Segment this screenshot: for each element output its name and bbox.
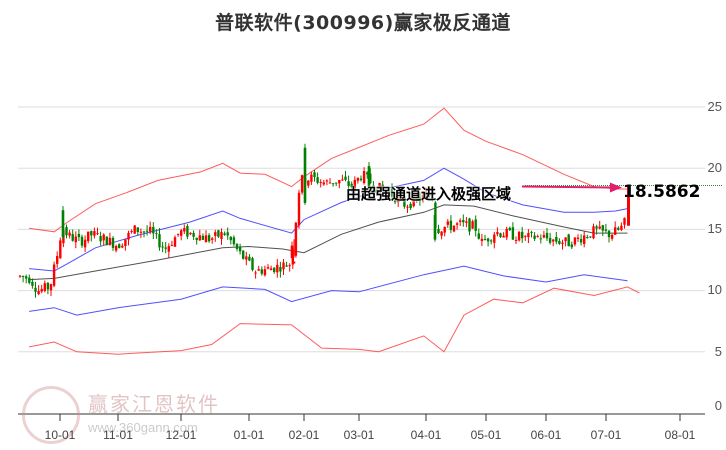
x-tick-01-01: 01-01: [233, 428, 265, 442]
y-tick-5: 5: [714, 344, 722, 359]
channel-bands: [29, 107, 640, 355]
x-tick-08-01: 08-01: [664, 428, 696, 442]
candlesticks: [18, 143, 630, 298]
y-tick-25: 25: [707, 99, 722, 114]
watermark-brand: 赢家江恩软件: [88, 392, 220, 416]
x-tick-07-01: 07-01: [590, 428, 622, 442]
y-tick-10: 10: [707, 282, 722, 297]
channel-annotation: 由超强通道进入极强区域: [346, 185, 512, 203]
x-tick-02-01: 02-01: [288, 428, 320, 442]
y-tick-0: 0: [714, 398, 722, 413]
watermark-url: www.360gann.com: [88, 420, 198, 435]
annotation-arrow: [521, 182, 622, 193]
grid-lines: [18, 106, 722, 353]
x-tick-10-01: 10-01: [44, 428, 76, 442]
x-tick-04-01: 04-01: [410, 428, 442, 442]
x-tick-05-01: 05-01: [470, 428, 502, 442]
x-tick-11-01: 11-01: [103, 428, 133, 442]
last-price-label: 18.5862: [623, 182, 701, 202]
x-tick-06-01: 06-01: [530, 428, 562, 442]
y-tick-15: 15: [707, 221, 722, 236]
watermark-logo: [22, 386, 80, 444]
x-tick-12-01: 12-01: [165, 428, 197, 442]
y-tick-20: 20: [707, 160, 722, 175]
x-tick-03-01: 03-01: [343, 428, 375, 442]
chart-title: 普联软件(300996)赢家极反通道: [215, 12, 511, 34]
